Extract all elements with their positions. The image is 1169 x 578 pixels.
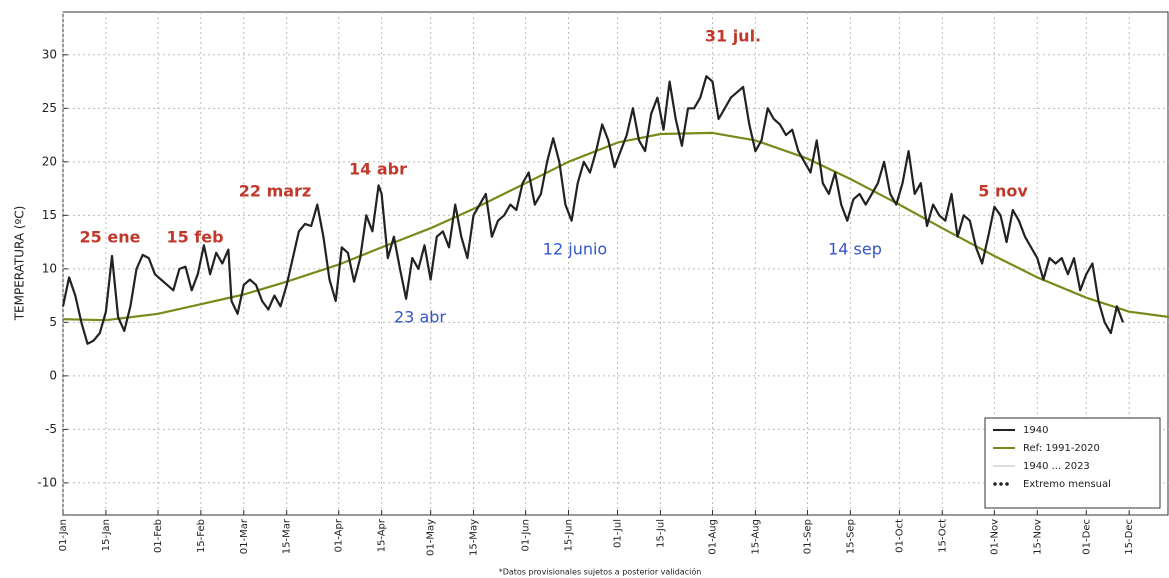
x-tick-label: 01-Aug — [708, 519, 719, 555]
annotation: 23 abr — [394, 308, 446, 327]
x-tick-label: 01-Jun — [521, 519, 532, 552]
legend-marker — [1005, 482, 1009, 486]
legend-label: 1940 — [1023, 425, 1048, 436]
x-tick-label: 01-Jul — [613, 519, 624, 548]
y-tick-label: 5 — [49, 315, 57, 329]
legend-box — [984, 417, 1161, 509]
x-tick-label: 15-Oct — [937, 519, 948, 553]
plot-area — [62, 11, 1169, 516]
y-tick-label: -5 — [45, 422, 57, 436]
x-tick-label: 15-Sep — [845, 519, 856, 554]
legend-marker — [999, 482, 1003, 486]
annotation: 5 nov — [978, 182, 1028, 201]
x-tick-label: 15-Dec — [1124, 519, 1135, 555]
y-tick-label: 25 — [42, 101, 57, 115]
annotation: 14 sep — [828, 240, 882, 259]
series-line — [61, 75, 1125, 345]
y-tick-label: 10 — [42, 261, 57, 275]
x-tick-label: 01-Apr — [334, 518, 345, 552]
x-tick-label: 15-Nov — [1032, 519, 1043, 555]
x-tick-label: 15-Aug — [750, 519, 761, 555]
legend-marker — [993, 482, 997, 486]
x-tick-label: 15-Apr — [377, 518, 388, 552]
x-tick-label: 01-Sep — [802, 519, 813, 554]
x-tick-label: 15-Feb — [196, 519, 207, 553]
y-tick-label: 15 — [42, 208, 57, 222]
x-tick-label: 01-Oct — [894, 519, 905, 553]
annotation: 12 junio — [543, 240, 607, 259]
x-tick-label: 01-Dec — [1081, 519, 1092, 555]
y-axis-label: TEMPERATURA (ºC) — [13, 206, 27, 322]
legend-label: Extremo mensual — [1023, 479, 1111, 490]
legend-label: Ref: 1991-2020 — [1023, 443, 1100, 454]
x-tick-label: 01-Feb — [153, 519, 164, 553]
annotation: 15 feb — [166, 228, 223, 247]
x-tick-label: 15-Jan — [101, 519, 112, 551]
footnote: *Datos provisionales sujetos a posterior… — [499, 567, 702, 577]
annotation: 22 marz — [239, 182, 312, 201]
x-tick-label: 15-Mar — [282, 518, 293, 554]
x-tick-label: 15-Jun — [564, 519, 575, 552]
x-tick-label: 15-Jul — [655, 519, 666, 548]
x-tick-label: 01-Jan — [58, 519, 69, 551]
y-tick-label: 30 — [42, 47, 57, 61]
annotation: 14 abr — [349, 160, 407, 179]
legend-label: 1940 ... 2023 — [1023, 461, 1090, 472]
y-tick-label: -10 — [37, 475, 57, 489]
x-tick-label: 15-May — [469, 519, 480, 556]
x-tick-label: 01-Nov — [989, 519, 1000, 555]
annotation: 31 jul. — [705, 27, 761, 46]
x-tick-label: 01-Mar — [239, 518, 250, 554]
y-tick-label: 0 — [49, 368, 57, 382]
x-tick-label: 01-May — [426, 519, 437, 556]
annotation: 25 ene — [80, 228, 141, 247]
y-tick-label: 20 — [42, 154, 57, 168]
series-line — [62, 131, 1169, 322]
